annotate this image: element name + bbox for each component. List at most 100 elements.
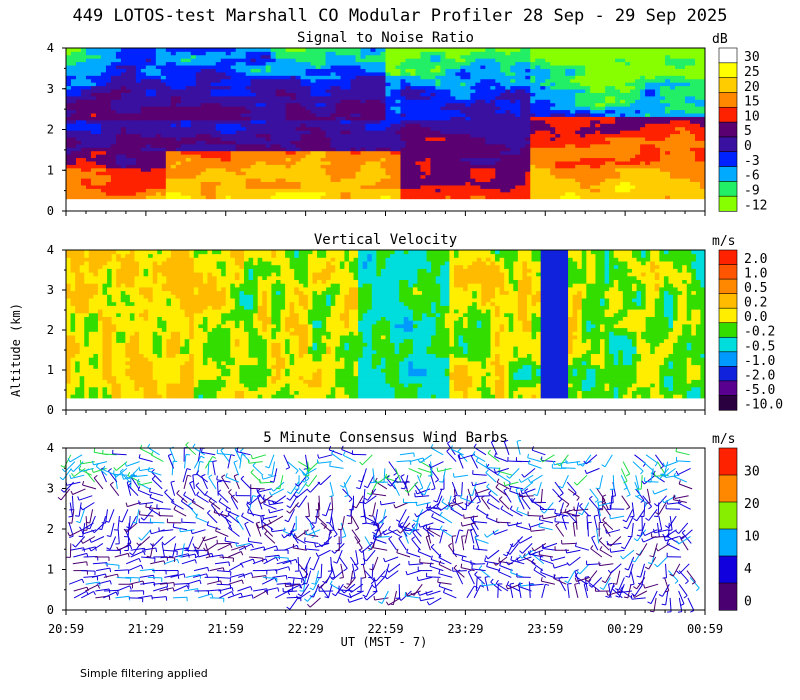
snr-cell: [425, 195, 431, 200]
snr-cell: [595, 181, 601, 186]
snr-cell: [415, 174, 421, 179]
snr-cell: [240, 171, 247, 176]
snr-cell: [90, 48, 97, 52]
snr-cell: [535, 51, 541, 56]
snr-cell: [495, 65, 501, 69]
snr-cell: [355, 174, 361, 179]
snr-cell: [335, 58, 341, 63]
snr-cell: [600, 95, 606, 100]
snr-cell: [375, 178, 381, 183]
snr-cell: [475, 164, 481, 169]
snr-cell: [450, 61, 456, 66]
snr-cell: [185, 102, 192, 107]
snr-cell: [515, 126, 521, 131]
snr-cell: [615, 161, 621, 165]
snr-cell: [560, 102, 566, 107]
snr-cell: [210, 95, 217, 100]
snr-cell: [200, 137, 207, 141]
snr-cell: [66, 51, 72, 56]
snr-cell: [135, 109, 142, 114]
snr-cell: [450, 164, 456, 169]
snr-cell: [280, 191, 287, 196]
snr-cell: [545, 154, 551, 159]
snr-cell: [85, 68, 92, 73]
snr-cell: [555, 51, 561, 56]
snr-cell: [75, 143, 82, 148]
snr-cell: [550, 54, 556, 59]
snr-cell: [235, 171, 242, 176]
snr-cell: [470, 61, 476, 66]
snr-cell: [305, 157, 312, 162]
snr-cell: [535, 137, 541, 141]
snr-cell: [445, 140, 451, 145]
snr-cell: [500, 185, 506, 189]
snr-cell: [440, 191, 446, 196]
snr-cell: [165, 174, 172, 179]
snr-cell: [145, 82, 152, 87]
snr-cell: [530, 157, 536, 162]
snr-cell: [540, 54, 546, 59]
snr-cell: [280, 78, 287, 83]
snr-cell: [290, 150, 297, 155]
snr-cell: [315, 51, 321, 56]
snr-cell: [265, 157, 272, 162]
snr-cell: [495, 123, 501, 128]
snr-cell: [435, 48, 441, 52]
snr-cell: [80, 185, 87, 189]
snr-cell: [180, 71, 187, 76]
snr-cell: [110, 171, 117, 176]
snr-cell: [630, 137, 636, 141]
snr-cell: [530, 137, 536, 141]
snr-cell: [210, 154, 217, 159]
snr-cell: [85, 137, 92, 141]
snr-cell: [485, 61, 491, 66]
snr-cell: [520, 154, 526, 159]
snr-cell: [305, 167, 312, 172]
snr-cell: [180, 119, 187, 124]
snr-cell: [620, 71, 626, 76]
snr-cell: [580, 123, 586, 128]
snr-cell: [355, 167, 361, 172]
snr-cell: [380, 51, 386, 56]
snr-cell: [550, 78, 556, 83]
snr-cell: [465, 71, 471, 76]
snr-cell: [66, 178, 72, 183]
snr-cell: [230, 161, 237, 165]
snr-cell: [235, 109, 242, 114]
snr-cell: [120, 181, 127, 186]
snr-cell: [245, 188, 252, 193]
snr-cell: [550, 106, 556, 111]
snr-cell: [155, 140, 162, 145]
snr-cell: [510, 185, 516, 189]
snr-cell: [250, 164, 257, 169]
snr-cell: [190, 54, 197, 59]
snr-cell: [180, 143, 187, 148]
snr-cell: [480, 123, 486, 128]
snr-cell: [135, 85, 142, 90]
snr-cell: [540, 126, 546, 131]
snr-cell: [325, 99, 331, 104]
snr-cell: [330, 154, 336, 159]
snr-cell: [155, 106, 162, 111]
snr-cell: [350, 143, 356, 148]
snr-cell: [460, 106, 466, 111]
snr-cell: [190, 89, 197, 93]
snr-cell: [485, 130, 491, 135]
snr-cell: [265, 150, 272, 155]
snr-cell: [150, 65, 157, 69]
snr-cell: [80, 54, 87, 59]
snr-cell: [105, 116, 112, 121]
snr-cell: [575, 178, 581, 183]
snr-cell: [375, 140, 381, 145]
snr-cell: [550, 178, 556, 183]
snr-cell: [500, 58, 506, 63]
snr-cell: [560, 195, 566, 200]
snr-cell: [70, 78, 77, 83]
snr-cell: [185, 78, 192, 83]
snr-cell: [410, 195, 416, 200]
snr-cell: [415, 195, 421, 200]
snr-cell: [355, 54, 361, 59]
snr-cell: [385, 75, 391, 80]
snr-cell: [495, 195, 501, 200]
snr-cell: [350, 167, 356, 172]
